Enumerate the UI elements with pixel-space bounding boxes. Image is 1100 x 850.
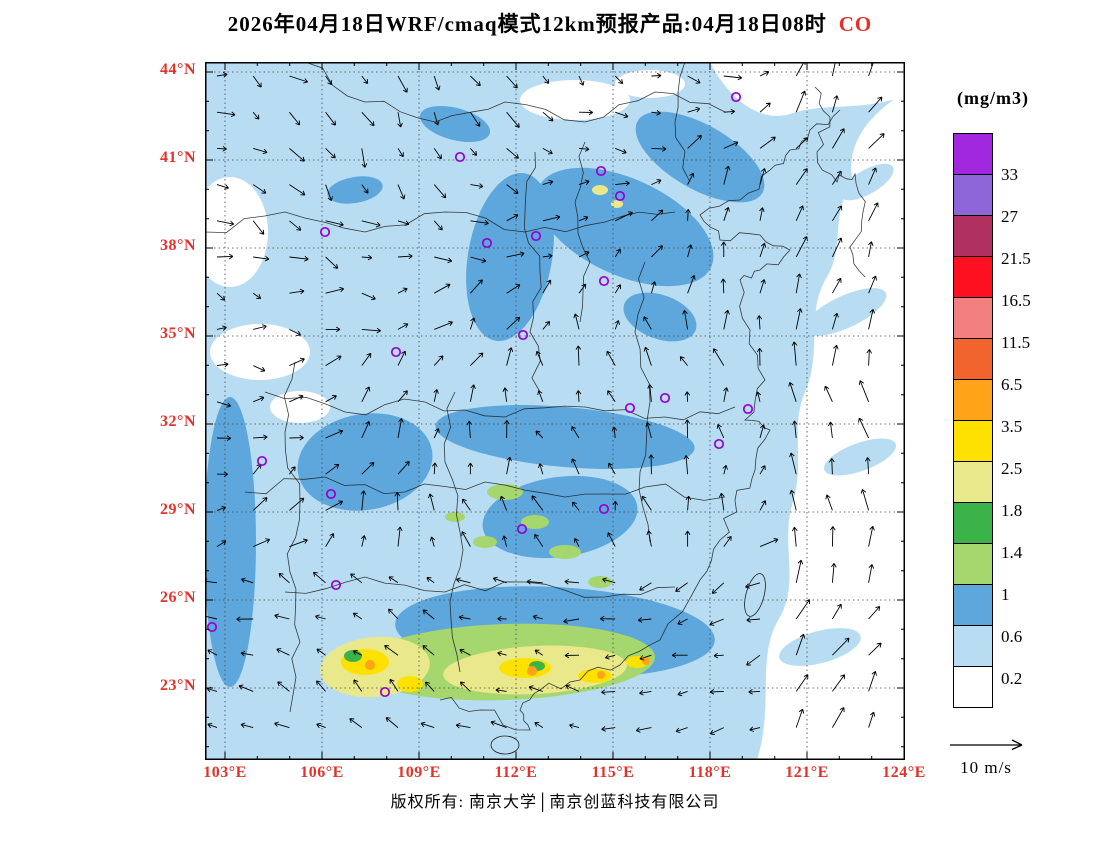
- colorbar-tick-label: 2.5: [1001, 459, 1023, 478]
- chart-title: 2026年04月18日WRF/cmaq模式12km预报产品:04月18日08时 C…: [140, 8, 960, 38]
- city-marker: [742, 403, 754, 415]
- boundary-line: [244, 476, 726, 501]
- colorbar-unit: (mg/m3): [957, 88, 1029, 108]
- city-marker: [624, 402, 636, 414]
- lon-tick-label: 121°E: [785, 764, 829, 781]
- lat-tick-label: 41°N: [160, 149, 196, 166]
- city-marker: [206, 621, 218, 633]
- colorbar-box: [953, 584, 993, 626]
- colorbar-tick-label: 1.8: [1001, 501, 1023, 520]
- lon-tick-label: 115°E: [591, 764, 635, 781]
- boundary-line: [205, 211, 676, 234]
- city-marker: [598, 503, 610, 515]
- lat-tick-label: 29°N: [160, 501, 196, 518]
- boundary-line: [443, 391, 464, 673]
- colorbar-box: [953, 625, 993, 667]
- city-marker: [481, 237, 493, 249]
- colorbar: [953, 133, 993, 708]
- boundary-line: [283, 361, 301, 713]
- colorbar-tick-label: 6.5: [1001, 375, 1023, 394]
- lon-tick-label: 103°E: [203, 764, 247, 781]
- colorbar-box: [953, 379, 993, 421]
- province-boundaries: [205, 62, 866, 755]
- colorbar-tick-label: 27: [1001, 207, 1018, 226]
- boundary-line: [674, 62, 691, 183]
- boundary-line: [264, 391, 736, 421]
- boundary-line: [439, 169, 791, 731]
- boundary-line: [523, 151, 542, 393]
- boundary-line: [814, 86, 866, 278]
- boundary-line: [304, 62, 726, 123]
- city-marker: [330, 579, 342, 591]
- city-marker: [595, 165, 607, 177]
- chart-title-text: 2026年04月18日WRF/cmaq模式12km预报产品:04月18日08时: [227, 12, 827, 36]
- colorbar-box: [953, 543, 993, 585]
- lat-tick-label: 35°N: [160, 325, 196, 342]
- lon-tick-label: 112°E: [494, 764, 538, 781]
- colorbar-tick-label: 3.5: [1001, 417, 1023, 436]
- wind-vector-field: [205, 62, 885, 735]
- colorbar-box: [953, 502, 993, 544]
- taiwan-island: [744, 573, 766, 617]
- colorbar-tick-label: 11.5: [1001, 333, 1031, 352]
- co-concentration-field: [205, 62, 905, 760]
- colorbar-tick-label: 0.2: [1001, 669, 1023, 688]
- lon-tick-label: 109°E: [397, 764, 441, 781]
- colorbar-tick-label: 16.5: [1001, 291, 1031, 310]
- city-marker: [516, 523, 528, 535]
- boundary-line: [574, 141, 591, 323]
- boundary-line: [284, 576, 676, 598]
- city-marker: [730, 91, 742, 103]
- colorbar-box: [953, 666, 993, 708]
- colorbar-tick-label: 33: [1001, 165, 1018, 184]
- chart-title-species: CO: [838, 12, 873, 36]
- lat-tick-label: 32°N: [160, 413, 196, 430]
- city-marker: [325, 488, 337, 500]
- lon-tick-label: 124°E: [882, 764, 926, 781]
- lon-tick-label: 118°E: [688, 764, 732, 781]
- city-marker: [454, 151, 466, 163]
- lat-tick-label: 26°N: [160, 589, 196, 606]
- wind-scale-arrow: [950, 739, 1023, 751]
- city-marker: [319, 226, 331, 238]
- city-marker: [530, 230, 542, 242]
- boundary-line: [769, 109, 841, 171]
- colorbar-box: [953, 297, 993, 339]
- axis-ticks: [205, 62, 905, 760]
- colorbar-tick-label: 1.4: [1001, 543, 1023, 562]
- lat-tick-label: 44°N: [160, 61, 196, 78]
- city-marker: [659, 392, 671, 404]
- lat-tick-label: 23°N: [160, 677, 196, 694]
- forecast-map: [205, 62, 905, 760]
- colorbar-tick-label: 21.5: [1001, 249, 1031, 268]
- city-marker: [598, 275, 610, 287]
- wind-scale-label: 10 m/s: [960, 758, 1012, 777]
- city-markers: [206, 91, 754, 698]
- wind-scale-legend: 10 m/s: [938, 736, 1034, 778]
- colorbar-tick-label: 0.6: [1001, 627, 1023, 646]
- colorbar-box: [953, 174, 993, 216]
- lon-tick-label: 106°E: [300, 764, 344, 781]
- city-marker: [256, 455, 268, 467]
- colorbar-box: [953, 420, 993, 462]
- map-frame: [205, 62, 905, 760]
- colorbar-box: [953, 256, 993, 298]
- colorbar-tick-label: 1: [1001, 585, 1010, 604]
- city-marker: [379, 686, 391, 698]
- copyright-footer: 版权所有: 南京大学│南京创蓝科技有限公司: [390, 794, 720, 811]
- colorbar-box: [953, 338, 993, 380]
- lat-tick-label: 38°N: [160, 237, 196, 254]
- city-marker: [614, 190, 626, 202]
- city-marker: [517, 329, 529, 341]
- colorbar-box: [953, 215, 993, 257]
- city-marker: [713, 438, 725, 450]
- hainan-island: [490, 735, 520, 755]
- colorbar-box: [953, 461, 993, 503]
- colorbar-box: [953, 133, 993, 175]
- city-marker: [390, 346, 402, 358]
- boundary-line: [634, 261, 651, 543]
